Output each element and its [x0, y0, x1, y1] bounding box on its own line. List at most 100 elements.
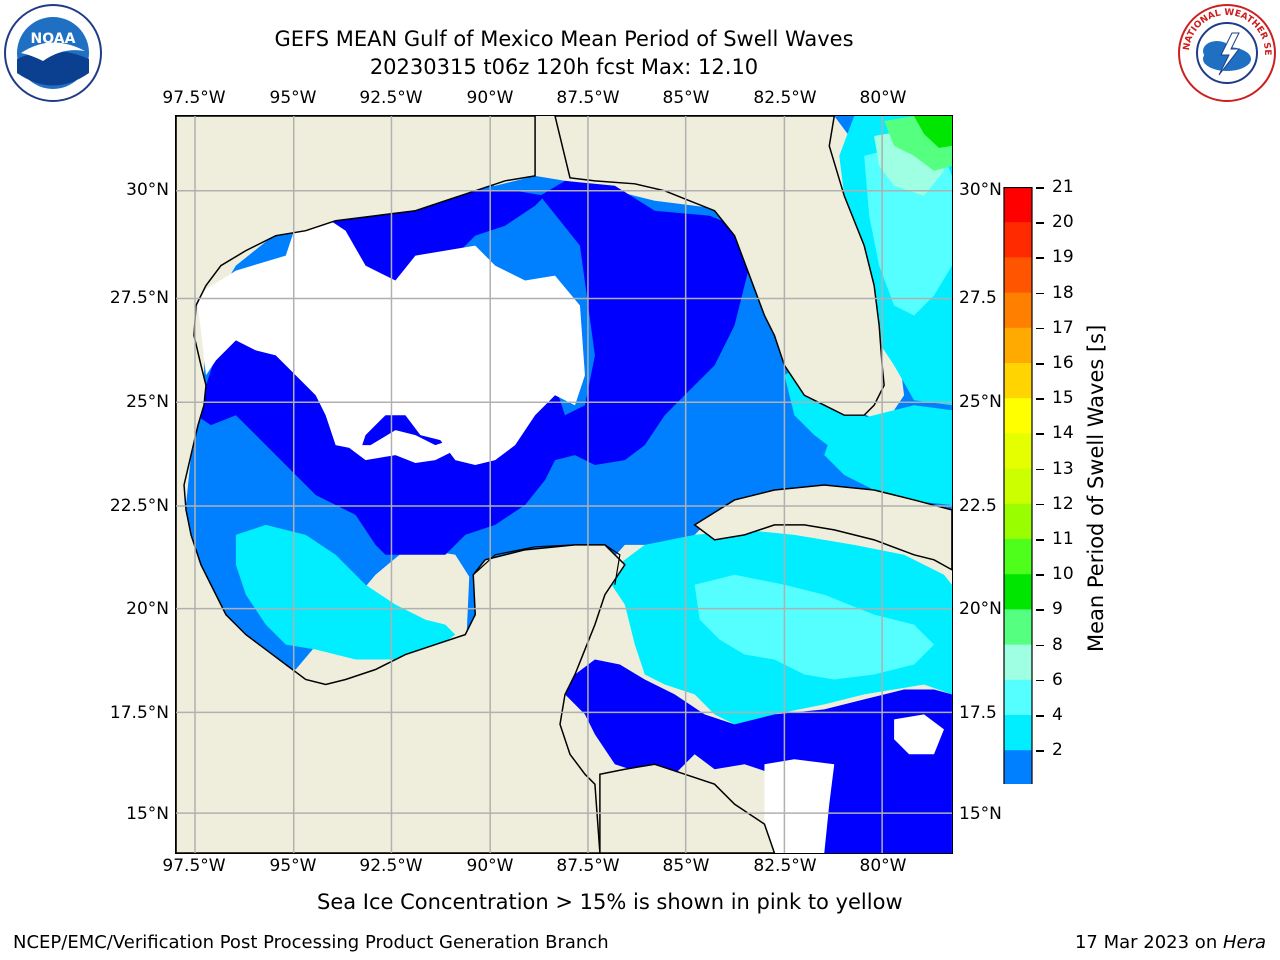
colorbar-tick-mark — [1036, 715, 1044, 717]
colorbar-tick-label: 9 — [1052, 599, 1063, 620]
footer-right: 17 Mar 2023 on Hera — [1075, 932, 1266, 953]
lat-tick-right: 25°N — [959, 392, 1002, 412]
colorbar-segment — [1004, 715, 1032, 751]
sea-ice-note: Sea Ice Concentration > 15% is shown in … — [317, 890, 903, 914]
lat-tick-left: 17.5°N — [109, 703, 169, 723]
colorbar-segment — [1004, 398, 1032, 434]
lon-tick-top: 97.5°W — [162, 88, 226, 108]
lon-tick-top: 92.5°W — [359, 88, 423, 108]
lon-tick-bottom: 82.5°W — [753, 856, 817, 876]
colorbar-tick-mark — [1036, 468, 1044, 471]
lon-tick-bottom: 85°W — [662, 856, 710, 876]
colorbar-tick-label: 11 — [1052, 529, 1074, 549]
chart-title: GEFS MEAN Gulf of Mexico Mean Period of … — [274, 27, 854, 51]
lon-tick-bottom: 90°W — [466, 856, 514, 876]
atlantic-water-10-11 — [914, 116, 952, 148]
colorbar-segment — [1004, 327, 1032, 364]
colorbar-tick-label: 12 — [1052, 493, 1074, 514]
colorbar-segment — [1004, 539, 1032, 575]
colorbar-segment — [1004, 222, 1032, 258]
lon-tick-top: 95°W — [269, 88, 317, 108]
footer-machine: Hera — [1222, 932, 1266, 953]
colorbar-tick-mark — [1036, 363, 1044, 365]
lon-tick-bottom: 87.5°W — [556, 856, 620, 876]
lat-tick-left: 25°N — [126, 392, 169, 412]
lat-tick-right: 22.5 — [959, 496, 997, 516]
colorbar-tick-label: 21 — [1052, 177, 1074, 197]
footer-left: NCEP/EMC/Verification Post Processing Pr… — [13, 932, 609, 953]
colorbar-tick-mark — [1036, 257, 1044, 259]
lon-tick-top: 82.5°W — [753, 88, 817, 108]
lat-tick-left: 20°N — [126, 599, 169, 619]
coast-mexico-usa — [176, 116, 626, 853]
lat-tick-left: 15°N — [126, 804, 169, 824]
lon-tick-bottom: 95°W — [269, 856, 317, 876]
colorbar-frame — [1003, 187, 1033, 784]
lat-tick-right: 30°N — [959, 180, 1002, 200]
lon-tick-top: 85°W — [662, 88, 710, 108]
colorbar-tick-label: 13 — [1052, 458, 1074, 479]
colorbar-tick-mark — [1036, 327, 1044, 330]
caribbean-water-0-2 — [564, 659, 952, 853]
colorbar-tick-mark — [1036, 574, 1044, 576]
colorbar-tick-mark — [1036, 750, 1044, 752]
colorbar-segment — [1004, 433, 1032, 470]
colorbar-segment — [1004, 609, 1032, 646]
colorbar-tick-label: 6 — [1052, 669, 1063, 690]
colorbar-tick-label: 10 — [1052, 564, 1074, 585]
no-data-caribbean-ne — [894, 714, 944, 755]
colorbar-segment — [1004, 257, 1032, 294]
colorbar — [1003, 187, 1033, 784]
chart-subtitle: 20230315 t06z 120h fcst Max: 12.10 — [369, 55, 759, 79]
colorbar-segment — [1004, 750, 1032, 784]
colorbar-tick-mark — [1036, 679, 1044, 682]
lon-tick-bottom: 80°W — [859, 856, 907, 876]
colorbar-tick-label: 4 — [1052, 705, 1063, 725]
lat-tick-left: 30°N — [126, 180, 169, 200]
gulf-water-4-6-straits — [824, 405, 952, 505]
colorbar-segment — [1004, 292, 1032, 329]
no-data-gulf-bay — [345, 430, 456, 464]
colorbar-tick-mark — [1036, 503, 1044, 506]
lon-tick-top: 87.5°W — [556, 88, 620, 108]
colorbar-tick-mark — [1036, 644, 1044, 647]
colorbar-segment — [1004, 574, 1032, 610]
lat-tick-left: 22.5°N — [109, 496, 169, 516]
lon-tick-top: 90°W — [466, 88, 514, 108]
colorbar-tick-mark — [1036, 433, 1044, 435]
colorbar-tick-label: 17 — [1052, 317, 1074, 338]
lon-tick-top: 80°W — [859, 88, 907, 108]
colorbar-segment — [1004, 363, 1032, 399]
colorbar-segment — [1004, 644, 1032, 681]
colorbar-segment — [1004, 187, 1032, 223]
colorbar-tick-label: 8 — [1052, 634, 1063, 655]
lat-tick-left: 27.5°N — [109, 288, 169, 308]
lat-tick-right: 17.5 — [959, 703, 997, 723]
lat-tick-right: 27.5 — [959, 288, 997, 308]
coast-honduras — [599, 763, 776, 853]
map-plot — [175, 115, 953, 854]
colorbar-tick-label: 19 — [1052, 247, 1074, 268]
colorbar-tick-mark — [1036, 222, 1044, 224]
colorbar-tick-label: 15 — [1052, 388, 1074, 409]
nws-logo-icon: NATIONAL WEATHER SERVICE — [1177, 3, 1276, 102]
lon-tick-bottom: 92.5°W — [359, 856, 423, 876]
colorbar-segment — [1004, 468, 1032, 505]
colorbar-tick-label: 14 — [1052, 423, 1074, 444]
colorbar-segment — [1004, 503, 1032, 540]
coast-yucatan-interior — [472, 544, 621, 585]
gulf-water-0-2 — [195, 180, 750, 555]
colorbar-tick-mark — [1036, 609, 1044, 611]
colorbar-tick-label: 16 — [1052, 353, 1074, 373]
lat-tick-right: 15°N — [959, 804, 1002, 824]
caribbean-water-6-8 — [694, 574, 934, 680]
no-data-caribbean-east — [764, 759, 835, 853]
colorbar-tick-label: 2 — [1052, 740, 1063, 761]
colorbar-tick-mark — [1036, 187, 1044, 189]
colorbar-tick-mark — [1036, 292, 1044, 295]
colorbar-label: Mean Period of Swell Waves [s] — [1084, 324, 1108, 652]
colorbar-tick-label: 18 — [1052, 282, 1074, 303]
svg-text:NOAA: NOAA — [31, 31, 76, 47]
colorbar-tick-mark — [1036, 539, 1044, 541]
colorbar-tick-label: 20 — [1052, 212, 1074, 233]
